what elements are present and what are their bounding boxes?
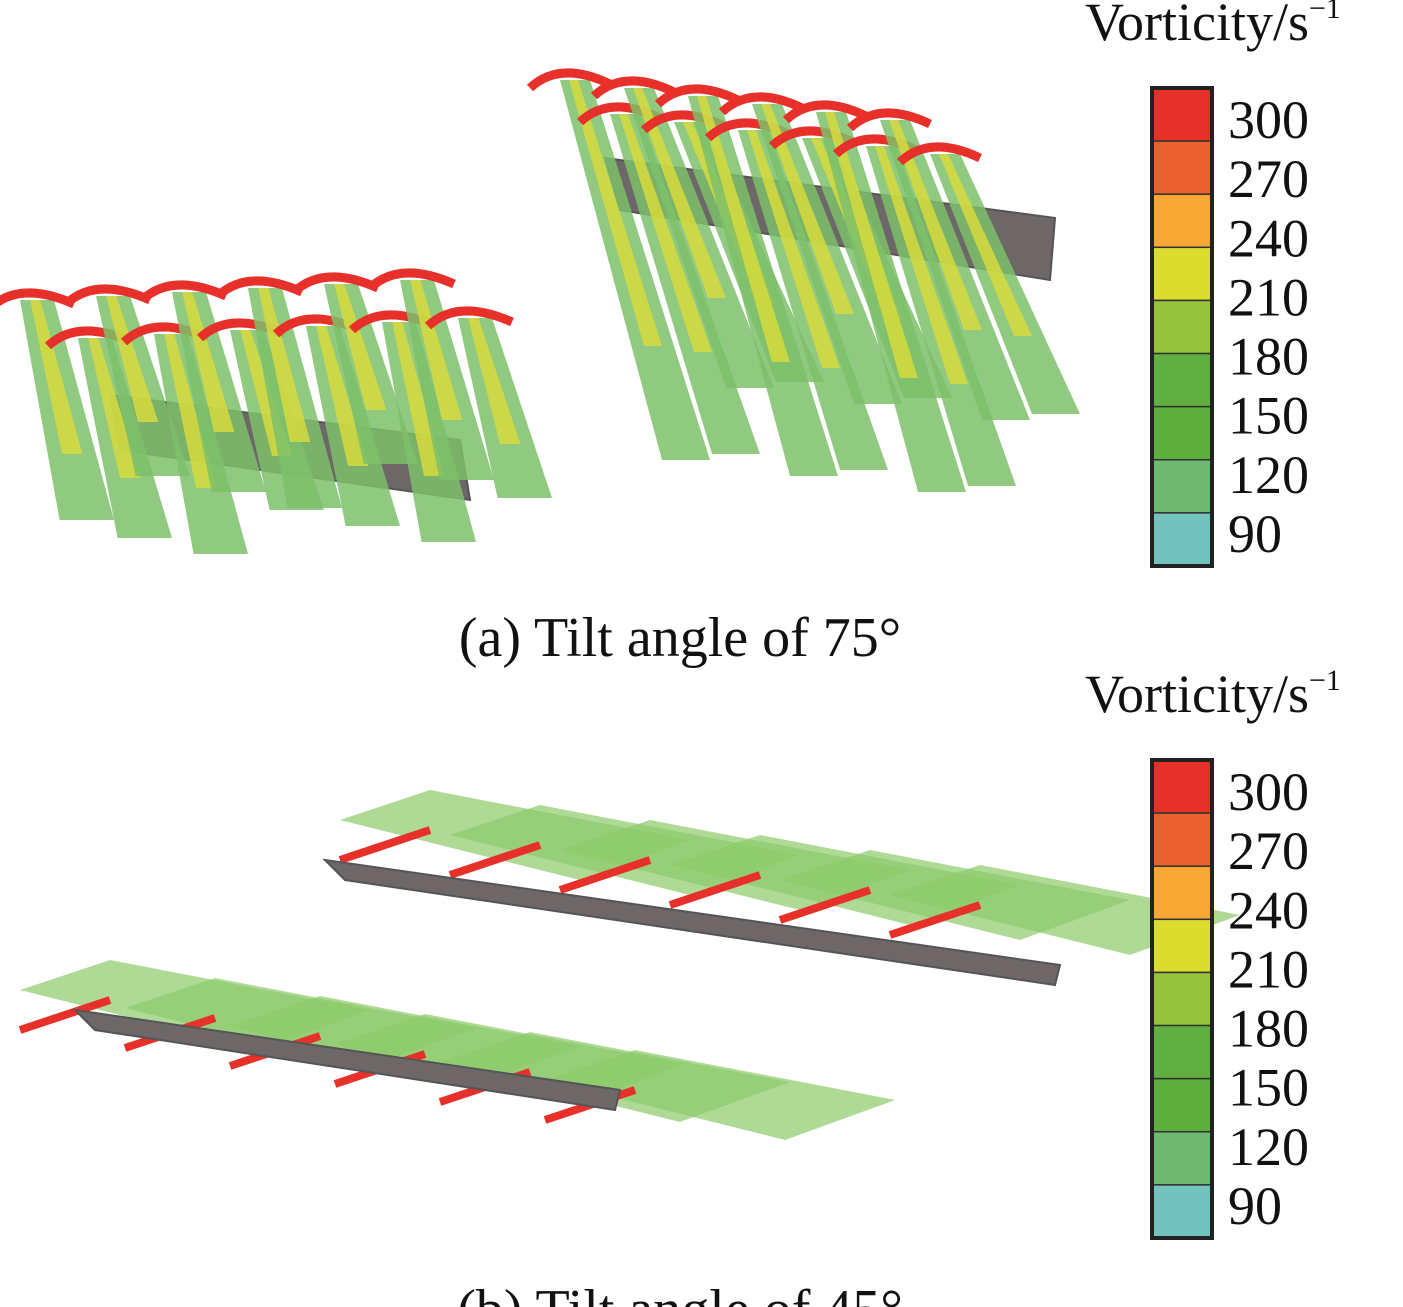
wake-core (761, 104, 854, 314)
wake-core (619, 114, 712, 352)
tip-vortex (366, 268, 456, 292)
colorbar-frame (1150, 86, 1214, 568)
tip-vortex (62, 284, 152, 308)
colorbar-tick-label: 240 (1228, 208, 1309, 268)
colorbar-tick-label: 150 (1228, 386, 1309, 446)
wake-core (633, 88, 726, 298)
tip-vortex (138, 280, 228, 304)
colorbar-band (1151, 405, 1213, 461)
wake (545, 1050, 895, 1140)
tip-vortex (778, 886, 872, 924)
colorbar-tick-label: 210 (1228, 939, 1309, 999)
colorbar-band (1151, 246, 1213, 302)
colorbar-tick-label: 300 (1228, 762, 1309, 822)
wake-core (825, 112, 918, 378)
tip-vortex (718, 92, 804, 116)
colorbar-band (1151, 459, 1213, 514)
colorbar-tick-label: 240 (1228, 880, 1309, 940)
colorbar-tick-label: 120 (1228, 1117, 1309, 1177)
wake-core (697, 96, 790, 362)
title-text: Vorticity/s (1085, 0, 1309, 52)
colorbar-band (1151, 971, 1213, 1027)
tip-vortex (654, 84, 740, 108)
tip-vortex (290, 272, 380, 296)
title-text: Vorticity/s (1085, 664, 1309, 724)
colorbar-band (1151, 1024, 1213, 1080)
colorbar-tick-label: 90 (1228, 1176, 1282, 1236)
title-superscript: −1 (1309, 664, 1341, 697)
colorbar-band (1151, 918, 1213, 974)
colorbar-band (1151, 812, 1213, 867)
wake-core (106, 296, 159, 422)
wake-core (316, 326, 369, 466)
colorbar-band (1151, 1131, 1213, 1186)
colorbar-tick-label: 120 (1228, 445, 1309, 505)
colorbar-title: Vorticity/s−1 (1085, 0, 1341, 52)
wake-core (569, 80, 662, 346)
tip-vortex (338, 826, 432, 864)
tip-vortex (18, 996, 112, 1034)
wake-core (747, 130, 840, 368)
wake-core (939, 154, 1032, 336)
colorbar-tick-label: 300 (1228, 90, 1309, 150)
figure-caption: (a) Tilt angle of 75° (459, 607, 901, 669)
colorbar-tick-label: 270 (1228, 821, 1309, 881)
wake-core (182, 292, 235, 432)
tip-vortex (668, 871, 762, 909)
tip-vortex (782, 100, 868, 124)
colorbar-band (1151, 140, 1213, 195)
colorbar-title: Vorticity/s−1 (1085, 664, 1341, 724)
tip-vortex (424, 306, 514, 330)
tip-vortex (214, 276, 304, 300)
tip-vortex (558, 856, 652, 894)
tip-vortex (888, 901, 982, 939)
tip-vortex (0, 288, 76, 309)
wake-core (410, 280, 463, 420)
title-superscript: −1 (1309, 0, 1341, 25)
colorbar-band (1151, 1077, 1213, 1133)
colorbar-band (1151, 865, 1213, 921)
blade (322, 858, 1062, 987)
colorbar-frame (1150, 758, 1214, 1240)
tip-vortex (846, 108, 932, 132)
wake-core (258, 288, 311, 442)
tip-vortex (448, 841, 542, 879)
colorbar-band (1151, 352, 1213, 408)
wake-core (334, 284, 387, 410)
wake-core (88, 338, 141, 478)
colorbar-tick-label: 180 (1228, 327, 1309, 387)
tip-vortex (526, 68, 612, 92)
wake-core (30, 300, 83, 454)
colorbar-band (1151, 193, 1213, 249)
colorbar-band (1151, 87, 1213, 142)
colorbar-tick-label: 150 (1228, 1058, 1309, 1118)
colorbar-band (1151, 512, 1213, 567)
colorbar-band (1151, 759, 1213, 814)
blade (72, 1008, 622, 1112)
tip-vortex (590, 76, 676, 100)
colorbar-tick-label: 90 (1228, 504, 1282, 564)
wake-core (875, 146, 968, 384)
colorbar-tick-label: 210 (1228, 267, 1309, 327)
tip-vortex (896, 142, 982, 166)
wake-core (889, 120, 982, 330)
colorbar-tick-label: 180 (1228, 999, 1309, 1059)
colorbar-tick-label: 270 (1228, 149, 1309, 209)
colorbar-band (1151, 299, 1213, 355)
figure-caption: (b) Tilt angle of 45° (457, 1279, 903, 1307)
wake-core (468, 318, 521, 444)
colorbar-band (1151, 1184, 1213, 1239)
vorticity-render (0, 68, 1240, 1140)
